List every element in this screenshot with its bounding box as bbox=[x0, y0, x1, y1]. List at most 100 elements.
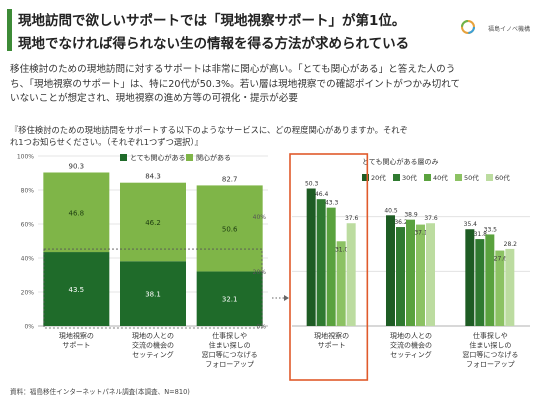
data-label: 36.2 bbox=[394, 219, 408, 226]
data-label: 38.9 bbox=[404, 212, 418, 219]
age-bar bbox=[406, 219, 415, 326]
age-bar bbox=[475, 239, 485, 326]
title-accent-bar bbox=[7, 9, 12, 51]
age-bar bbox=[326, 207, 336, 326]
data-label: 46.8 bbox=[69, 209, 85, 217]
age-bar bbox=[346, 223, 356, 326]
legend-label: 50代 bbox=[464, 173, 479, 182]
age-bar bbox=[386, 215, 395, 326]
category-label: セッティング bbox=[132, 350, 174, 359]
legend-swatch bbox=[362, 174, 369, 181]
highlight-box bbox=[289, 153, 369, 381]
data-label: 35.4 bbox=[464, 221, 478, 228]
data-label: 46.2 bbox=[145, 219, 161, 227]
data-label: 31.0 bbox=[335, 246, 349, 253]
total-label: 84.3 bbox=[145, 173, 161, 181]
category-label: 現地視察の bbox=[59, 331, 94, 340]
summary-line: いないことが想定され、現地視察の進め方等の可視化・提示が必要 bbox=[10, 93, 298, 104]
age-bar bbox=[426, 223, 435, 326]
connector-arrow bbox=[272, 295, 289, 301]
category-label: 仕事探しや bbox=[473, 331, 508, 340]
bar-segment-interested bbox=[120, 182, 186, 262]
data-label: 33.5 bbox=[484, 226, 498, 233]
category-label: サポート bbox=[62, 342, 90, 350]
bar-segment-very-interested bbox=[196, 271, 263, 326]
legend-label: とても関心がある bbox=[130, 153, 185, 162]
legend-label: 40代 bbox=[433, 173, 448, 182]
data-label: 27.6 bbox=[494, 256, 508, 263]
total-label: 82.7 bbox=[222, 175, 238, 183]
legend-swatch bbox=[120, 154, 127, 161]
age-bar bbox=[396, 227, 405, 326]
summary-line: 移住検討のための現地訪問に対するサポートは非常に関心が高い。「とても関心がある」… bbox=[10, 64, 456, 75]
category-label: 現地視察の bbox=[314, 331, 349, 340]
age-breakdown-chart: 0% 20% 40% とても関心がある層のみ 20代 30代 40代 50代 60代 50.3 46… bbox=[253, 153, 530, 381]
charts-area: 0% 20% 40% 60% 80% 100% とても関心がある 関心がある 43.5 46.8 9… bbox=[17, 153, 530, 381]
data-label: 37.1 bbox=[414, 230, 428, 237]
bar-segment-interested bbox=[43, 172, 110, 253]
logo-text: 福島イノベ機構 bbox=[488, 26, 531, 33]
total-label: 90.3 bbox=[69, 162, 85, 170]
y-tick-label: 20% bbox=[21, 290, 35, 297]
source-note: 資料：福島移住インターネットパネル調査(本調査、N=810) bbox=[10, 388, 190, 396]
y-tick-label: 40% bbox=[21, 256, 35, 263]
survey-question: 『移住検討のための現地訪問をサポートする以下のようなサービスに、どの程度関心があ… bbox=[10, 124, 526, 148]
chart-title: とても関心がある層のみ bbox=[362, 157, 438, 166]
data-label: 31.8 bbox=[474, 231, 488, 238]
data-label: 32.1 bbox=[222, 296, 238, 304]
legend-label: 30代 bbox=[402, 173, 417, 182]
legend-label: 関心がある bbox=[196, 153, 231, 162]
y-tick-label: 0% bbox=[256, 324, 266, 331]
age-bar bbox=[505, 248, 515, 326]
focus-bracket bbox=[43, 248, 263, 329]
data-label: 50.3 bbox=[305, 181, 319, 188]
category-label: 窓口等につなげる bbox=[462, 350, 518, 359]
category-label: フォローアップ bbox=[466, 361, 515, 369]
summary-text: 移住検討のための現地訪問に対するサポートは非常に関心が高い。「とても関心がある」… bbox=[10, 63, 530, 107]
legend-swatch bbox=[393, 174, 400, 181]
age-bar bbox=[485, 234, 495, 326]
category-label: 現地の人との bbox=[390, 331, 432, 340]
y-tick-label: 60% bbox=[21, 222, 35, 229]
legend-label: 60代 bbox=[495, 173, 510, 182]
y-tick-label: 80% bbox=[21, 188, 35, 195]
data-label: 37.6 bbox=[345, 215, 359, 222]
category-label: フォローアップ bbox=[205, 361, 254, 369]
question-line: 『移住検討のための現地訪問をサポートする以下のようなサービスに、どの程度関心があ… bbox=[10, 125, 408, 135]
data-label: 50.6 bbox=[222, 225, 238, 233]
data-label: 28.2 bbox=[504, 241, 518, 248]
age-bar bbox=[306, 188, 316, 326]
y-tick-label: 20% bbox=[253, 269, 267, 276]
arrow-head-icon bbox=[284, 295, 289, 301]
age-bar bbox=[416, 224, 425, 326]
bar-segment-very-interested bbox=[120, 261, 186, 326]
data-label: 40.5 bbox=[384, 207, 398, 214]
age-bar bbox=[495, 250, 505, 326]
y-tick-label: 0% bbox=[24, 324, 34, 331]
category-label: サポート bbox=[318, 342, 346, 350]
category-label: 交流の機会の bbox=[132, 341, 174, 350]
category-label: 仕事探しや bbox=[212, 331, 247, 340]
category-label: 住まい探しの bbox=[209, 341, 251, 350]
question-line: れ1つお知らせください。（それぞれ1つずつ選択）』 bbox=[10, 137, 203, 147]
data-label: 43.3 bbox=[325, 200, 339, 207]
y-tick-label: 100% bbox=[17, 154, 34, 161]
legend-swatch bbox=[486, 174, 493, 181]
legend-label: 20代 bbox=[371, 173, 386, 182]
category-label: 現地の人との bbox=[132, 331, 174, 340]
category-label: 住まい探しの bbox=[469, 341, 511, 350]
category-label: 交流の機会の bbox=[390, 341, 432, 350]
y-tick-label: 40% bbox=[253, 214, 267, 221]
page-title: 現地訪問で欲しいサポートでは「現地視察サポート」が第1位。 bbox=[18, 13, 406, 29]
legend-swatch bbox=[424, 174, 431, 181]
bar-segment-interested bbox=[196, 185, 263, 272]
page-subtitle: 現地でなければ得られない生の情報を得る方法が求められている bbox=[18, 36, 410, 52]
age-bar bbox=[336, 241, 346, 326]
age-bar bbox=[316, 199, 326, 326]
age-bar bbox=[465, 229, 475, 326]
organization-logo bbox=[461, 20, 475, 34]
category-label: セッティング bbox=[390, 350, 432, 359]
data-label: 43.5 bbox=[69, 286, 85, 294]
legend-swatch bbox=[455, 174, 462, 181]
data-label: 46.4 bbox=[315, 191, 329, 198]
